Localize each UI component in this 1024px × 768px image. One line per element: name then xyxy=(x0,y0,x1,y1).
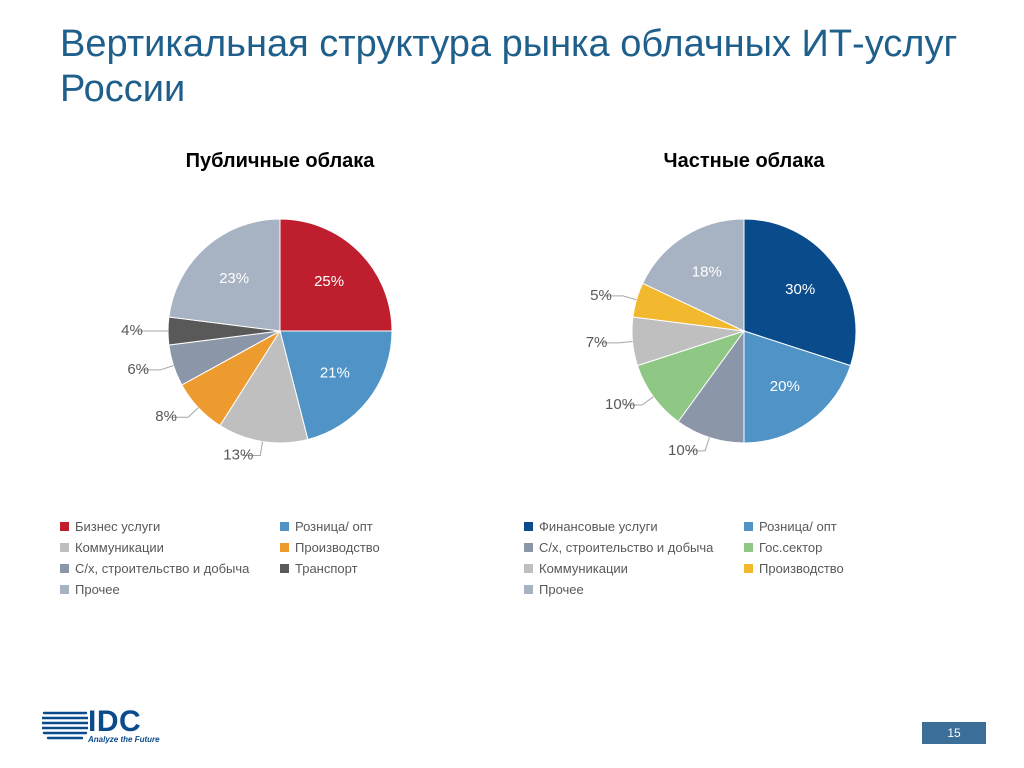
legend-item: С/х, строительство и добыча xyxy=(524,540,744,555)
legend-swatch xyxy=(280,522,289,531)
logo-brand: IDC xyxy=(88,707,160,737)
legend-item: Финансовые услуги xyxy=(524,519,744,534)
legend-swatch xyxy=(524,543,533,552)
legend-item: С/х, строительство и добыча xyxy=(60,561,280,576)
pie-wrap: 30% 20% 10% 10% 7% 5% 18% xyxy=(524,191,964,491)
legend-item: Прочее xyxy=(60,582,280,597)
chart-block: Публичные облака 25% 21% 13% 8% 6% 4% 23% Бизнес… xyxy=(60,150,500,597)
legend-item: Коммуникации xyxy=(60,540,280,555)
legend-item: Розница/ опт xyxy=(744,519,964,534)
legend-item: Производство xyxy=(280,540,500,555)
pie-chart: 30% 20% 10% 10% 7% 5% 18% xyxy=(564,191,924,491)
legend-swatch xyxy=(744,564,753,573)
legend-swatch xyxy=(280,564,289,573)
legend-label: Производство xyxy=(759,561,844,576)
slice-label: 10% xyxy=(605,396,635,413)
legend-label: Финансовые услуги xyxy=(539,519,658,534)
legend-swatch xyxy=(60,564,69,573)
slice-label: 21% xyxy=(320,365,350,382)
legend-label: Гос.сектор xyxy=(759,540,822,555)
legend-item: Прочее xyxy=(524,582,744,597)
slice-label: 10% xyxy=(668,442,698,459)
legend-label: Прочее xyxy=(539,582,584,597)
pie-wrap: 25% 21% 13% 8% 6% 4% 23% xyxy=(60,191,500,491)
slice-label: 13% xyxy=(223,446,253,463)
legend-swatch xyxy=(280,543,289,552)
chart-title: Частные облака xyxy=(524,150,964,173)
legend: Бизнес услуги Розница/ опт Коммуникации Про… xyxy=(60,519,500,597)
slice-label: 23% xyxy=(219,270,249,287)
charts-row: Публичные облака 25% 21% 13% 8% 6% 4% 23% Бизнес… xyxy=(60,150,964,597)
slice-label: 18% xyxy=(692,263,722,280)
chart-title: Публичные облака xyxy=(60,150,500,173)
legend-swatch xyxy=(744,522,753,531)
legend-swatch xyxy=(60,543,69,552)
logo-text-block: IDC Analyze the Future xyxy=(88,707,160,744)
slice-label: 6% xyxy=(127,361,149,378)
chart-block: Частные облака 30% 20% 10% 10% 7% 5% 18% Финансо… xyxy=(524,150,964,597)
slice-label: 8% xyxy=(155,408,177,425)
legend-label: Розница/ опт xyxy=(759,519,837,534)
slice-label: 7% xyxy=(586,334,608,351)
logo: IDC Analyze the Future xyxy=(42,707,160,744)
globe-icon xyxy=(42,710,88,742)
pie-chart: 25% 21% 13% 8% 6% 4% 23% xyxy=(100,191,460,491)
legend-item: Розница/ опт xyxy=(280,519,500,534)
legend-label: Транспорт xyxy=(295,561,358,576)
page-title: Вертикальная структура рынка облачных ИТ… xyxy=(60,22,960,112)
legend-item: Производство xyxy=(744,561,964,576)
legend-swatch xyxy=(60,585,69,594)
legend-item: Бизнес услуги xyxy=(60,519,280,534)
legend-label: Производство xyxy=(295,540,380,555)
legend-label: С/х, строительство и добыча xyxy=(75,561,249,576)
legend-item: Транспорт xyxy=(280,561,500,576)
legend-item: Коммуникации xyxy=(524,561,744,576)
slice-label: 4% xyxy=(121,322,143,339)
slice-label: 20% xyxy=(770,378,800,395)
legend-label: Прочее xyxy=(75,582,120,597)
logo-tagline: Analyze the Future xyxy=(88,735,160,744)
page-number: 15 xyxy=(922,722,986,744)
legend-swatch xyxy=(60,522,69,531)
legend-swatch xyxy=(524,564,533,573)
legend-label: Коммуникации xyxy=(75,540,164,555)
legend-swatch xyxy=(744,543,753,552)
slice-label: 5% xyxy=(590,287,612,304)
legend-swatch xyxy=(524,585,533,594)
legend-swatch xyxy=(524,522,533,531)
legend-label: С/х, строительство и добыча xyxy=(539,540,713,555)
slice-label: 25% xyxy=(314,273,344,290)
legend-label: Розница/ опт xyxy=(295,519,373,534)
legend-label: Коммуникации xyxy=(539,561,628,576)
legend: Финансовые услуги Розница/ опт С/х, строит… xyxy=(524,519,964,597)
slide: Вертикальная структура рынка облачных ИТ… xyxy=(0,0,1024,768)
legend-label: Бизнес услуги xyxy=(75,519,160,534)
slice-label: 30% xyxy=(785,281,815,298)
legend-item: Гос.сектор xyxy=(744,540,964,555)
